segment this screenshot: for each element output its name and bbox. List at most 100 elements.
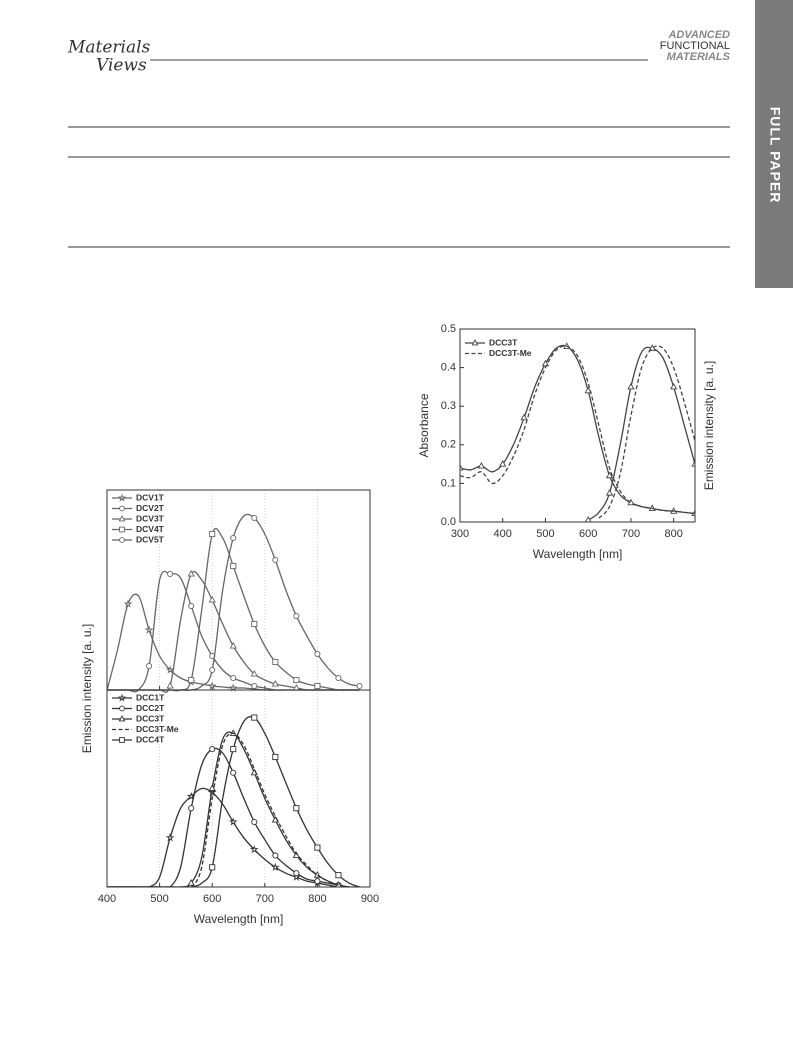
marker xyxy=(250,669,258,677)
section-tab xyxy=(755,0,793,288)
marker xyxy=(251,514,258,522)
series xyxy=(107,569,360,693)
legend-label: DCC3T-Me xyxy=(136,724,179,734)
series xyxy=(107,714,360,887)
marker xyxy=(209,666,216,674)
line xyxy=(587,346,695,521)
marker xyxy=(584,516,592,522)
marker xyxy=(119,537,125,543)
legend-label: DCV1T xyxy=(136,492,165,502)
marker xyxy=(230,674,237,682)
marker xyxy=(292,872,301,881)
marker xyxy=(119,737,125,743)
marker xyxy=(249,845,259,854)
legend-label: DCV4T xyxy=(136,524,165,534)
series xyxy=(107,746,360,887)
y-tick-label: 0.2 xyxy=(441,439,456,451)
section-label: FULL PAPER xyxy=(767,107,783,204)
y-tick-label: 0.4 xyxy=(441,362,456,374)
legend-label: DCC3T xyxy=(136,713,165,723)
y-tick-label: 0.3 xyxy=(441,400,456,412)
marker xyxy=(670,382,678,390)
x-tick-label: 700 xyxy=(622,528,640,540)
x-tick-label: 400 xyxy=(98,893,116,905)
marker xyxy=(272,556,279,564)
marker xyxy=(314,844,321,851)
marker xyxy=(117,693,127,702)
marker xyxy=(117,493,127,502)
marker xyxy=(228,817,238,826)
marker xyxy=(123,599,133,608)
marker xyxy=(335,674,342,682)
marker xyxy=(251,682,258,690)
legend-label: DCC3T-Me xyxy=(489,348,532,358)
marker xyxy=(208,784,216,792)
marker xyxy=(119,505,125,512)
marker xyxy=(314,650,321,658)
marker xyxy=(207,681,217,690)
marker xyxy=(584,386,592,394)
x-tick-label: 800 xyxy=(664,528,682,540)
x-tick-label: 400 xyxy=(494,528,512,540)
line xyxy=(460,345,695,515)
marker xyxy=(251,620,258,628)
marker xyxy=(209,746,216,753)
line xyxy=(598,345,695,519)
marker xyxy=(144,625,154,634)
y2-axis-label: Emission intensity [a. u.] xyxy=(702,361,716,490)
marker xyxy=(605,471,614,479)
marker xyxy=(293,676,300,684)
line xyxy=(107,570,360,693)
marker xyxy=(187,569,195,577)
marker xyxy=(335,872,342,879)
marker xyxy=(165,833,175,842)
marker xyxy=(477,461,485,469)
marker xyxy=(188,805,195,812)
series xyxy=(584,344,695,522)
line xyxy=(107,787,360,887)
marker xyxy=(209,864,216,871)
journal-line: ADVANCED xyxy=(667,29,730,41)
marker xyxy=(166,681,174,689)
legend-label: DCC4T xyxy=(136,734,165,744)
marker xyxy=(691,460,695,467)
x-tick-label: 300 xyxy=(451,528,469,540)
marker xyxy=(272,753,279,761)
marker xyxy=(293,805,300,812)
marker xyxy=(188,676,195,684)
series xyxy=(107,729,360,887)
marker xyxy=(251,714,258,721)
marker xyxy=(119,705,125,712)
marker xyxy=(208,595,216,603)
marker xyxy=(471,339,479,346)
y-tick-label: 0.0 xyxy=(441,516,456,528)
x-tick-label: 500 xyxy=(536,528,554,540)
line xyxy=(107,732,360,887)
line xyxy=(107,570,360,693)
marker xyxy=(293,612,300,620)
marker xyxy=(229,641,237,649)
x-tick-label: 600 xyxy=(203,893,221,905)
marker xyxy=(230,769,237,776)
line xyxy=(460,344,695,515)
legend-label: DCC1T xyxy=(136,692,165,702)
series xyxy=(460,345,695,515)
marker xyxy=(271,679,279,687)
plot-frame xyxy=(106,689,371,888)
marker xyxy=(187,879,195,886)
x-tick-label: 700 xyxy=(256,893,274,905)
marker xyxy=(118,715,126,722)
legend-label: DCV5T xyxy=(136,534,165,544)
marker xyxy=(293,870,300,877)
logo-line: Materials xyxy=(67,38,151,58)
series xyxy=(107,570,360,693)
marker xyxy=(460,463,464,471)
marker xyxy=(356,682,363,690)
x-tick-label: 600 xyxy=(579,528,597,540)
journal-line: FUNCTIONAL xyxy=(660,40,730,52)
x-axis-label: Wavelength [nm] xyxy=(533,547,623,561)
logo-line: Views xyxy=(96,56,147,76)
marker xyxy=(272,852,279,859)
marker xyxy=(165,665,175,674)
